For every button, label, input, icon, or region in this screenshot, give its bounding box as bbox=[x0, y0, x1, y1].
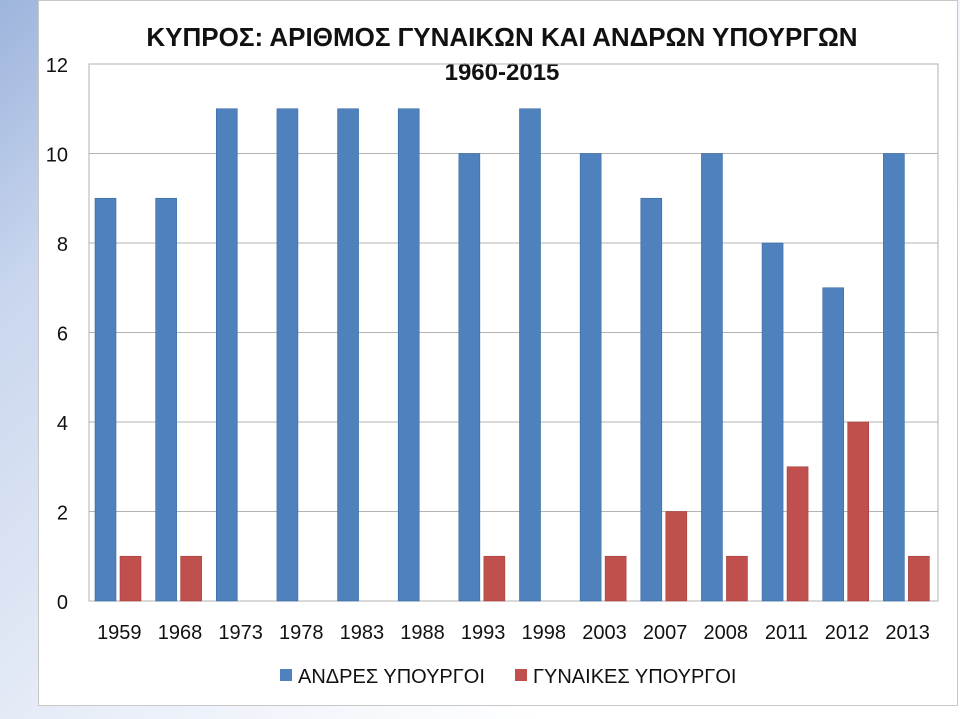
legend: ΑΝΔΡΕΣ ΥΠΟΥΡΓΟΙ ΓΥΝΑΙΚΕΣ ΥΠΟΥΡΓΟΙ bbox=[280, 666, 736, 688]
bar-men bbox=[761, 242, 784, 602]
x-tick-label: 1988 bbox=[400, 622, 445, 644]
y-tick-label: 10 bbox=[46, 145, 68, 167]
bar-women bbox=[604, 555, 627, 602]
bar-women bbox=[908, 555, 930, 602]
y-axis: 0 2 4 6 8 10 12 bbox=[46, 55, 68, 614]
bar-men bbox=[337, 108, 359, 602]
bar-men bbox=[640, 197, 663, 602]
legend-label: ΑΝΔΡΕΣ ΥΠΟΥΡΓΟΙ bbox=[298, 666, 485, 688]
y-tick-label: 4 bbox=[57, 413, 68, 435]
x-axis: 1959 1968 1973 1978 1983 1988 1993 1998 2003 2007… bbox=[97, 622, 930, 644]
bar-men bbox=[579, 153, 602, 602]
bar-men bbox=[822, 287, 845, 602]
x-tick-label: 1993 bbox=[461, 622, 506, 644]
x-tick-label: 1973 bbox=[218, 622, 263, 644]
y-tick-label: 12 bbox=[46, 55, 68, 77]
legend-swatch bbox=[280, 669, 292, 681]
bar-men bbox=[458, 153, 481, 602]
legend-swatch bbox=[515, 669, 527, 681]
chart-title: ΚΥΠΡΟΣ: ΑΡΙΘΜΟΣ ΓΥΝΑΙΚΩΝ ΚΑΙ ΑΝΔΡΩΝ ΥΠΟΥ… bbox=[146, 22, 857, 52]
chart-subtitle: 1960-2015 bbox=[445, 59, 560, 86]
x-tick-label: 1959 bbox=[97, 622, 142, 644]
bar-men bbox=[883, 153, 905, 602]
bar-women bbox=[847, 421, 870, 602]
x-tick-label: 2011 bbox=[765, 622, 808, 644]
bars bbox=[94, 108, 930, 602]
bar-women bbox=[119, 555, 142, 602]
x-tick-label: 2012 bbox=[825, 622, 870, 644]
x-tick-label: 1998 bbox=[522, 622, 567, 644]
x-tick-label: 2008 bbox=[704, 622, 749, 644]
bar-men bbox=[701, 153, 723, 602]
bar-men bbox=[215, 108, 238, 602]
bar-women bbox=[665, 511, 688, 602]
bar-women bbox=[726, 555, 748, 602]
x-tick-label: 1968 bbox=[158, 622, 203, 644]
x-tick-label: 2003 bbox=[582, 622, 627, 644]
y-tick-label: 2 bbox=[57, 503, 68, 525]
bar-women bbox=[180, 555, 202, 602]
x-tick-label: 2007 bbox=[643, 622, 688, 644]
y-tick-label: 6 bbox=[57, 324, 68, 346]
x-tick-label: 2013 bbox=[885, 622, 930, 644]
legend-label: ΓΥΝΑΙΚΕΣ ΥΠΟΥΡΓΟΙ bbox=[533, 666, 736, 688]
bar-men bbox=[397, 108, 420, 602]
y-tick-label: 8 bbox=[57, 234, 68, 256]
bar-men bbox=[94, 197, 117, 602]
bar-women bbox=[786, 466, 809, 602]
x-tick-label: 1983 bbox=[340, 622, 385, 644]
bar-men bbox=[519, 108, 541, 602]
bar-men bbox=[276, 108, 299, 602]
bar-women bbox=[483, 555, 506, 602]
x-tick-label: 1978 bbox=[279, 622, 324, 644]
bar-men bbox=[155, 197, 177, 602]
y-tick-label: 0 bbox=[57, 592, 68, 614]
